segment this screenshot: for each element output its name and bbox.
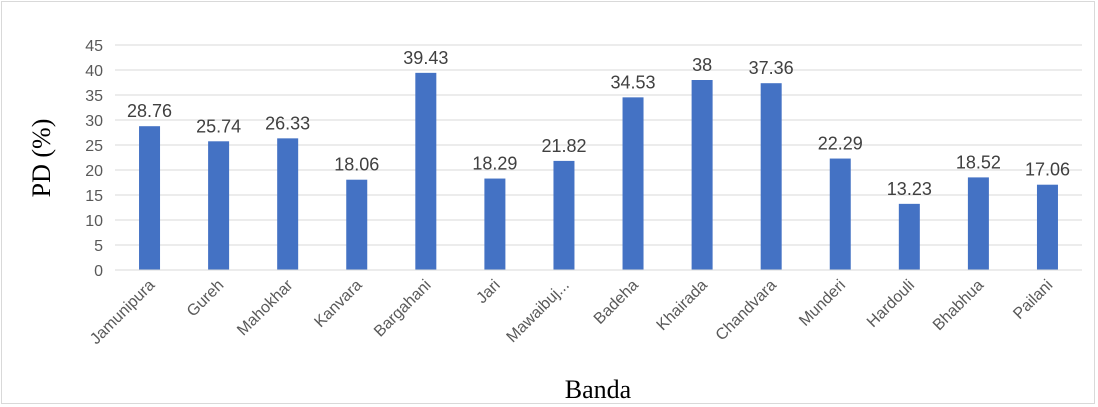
data-label: 21.82	[541, 136, 586, 156]
bar	[208, 141, 230, 270]
bar	[139, 126, 161, 270]
bar	[622, 97, 644, 270]
data-labels: 28.76 25.74 26.33 18.06 39.43 18.29 21.82 34.53…	[127, 48, 1070, 199]
bar	[898, 203, 920, 270]
category-label: Bhabhua	[930, 277, 987, 334]
category-label: Jari	[473, 277, 503, 307]
bar	[760, 83, 782, 270]
category-label: Bargahani	[371, 277, 435, 341]
bar	[484, 178, 506, 270]
category-label: Pailani	[1010, 277, 1056, 323]
data-label: 18.52	[956, 152, 1001, 172]
data-label: 34.53	[611, 72, 656, 92]
x-axis-title: Banda	[565, 375, 632, 404]
category-label: Mahokhar	[234, 276, 297, 339]
y-tick-label: 30	[85, 113, 103, 130]
bar	[277, 138, 299, 270]
category-label: Kanvara	[311, 277, 365, 331]
y-axis-title: PD (%)	[27, 119, 56, 198]
y-tick-label: 5	[94, 238, 103, 255]
data-label: 17.06	[1025, 160, 1070, 180]
data-label: 18.06	[334, 155, 379, 175]
bars	[139, 72, 1058, 270]
category-label: Jamunipura	[87, 277, 158, 348]
data-label: 38	[692, 55, 712, 75]
y-axis-ticks: 0 5 10 15 20 25 30 35 40 45	[85, 38, 103, 280]
y-tick-label: 0	[94, 263, 103, 280]
data-label: 26.33	[265, 113, 310, 133]
y-tick-label: 40	[85, 63, 103, 80]
bar	[415, 72, 437, 270]
category-label: Mawaibuj...	[504, 277, 573, 346]
category-label: Chandvara	[713, 277, 780, 344]
category-label: Hardouli	[864, 277, 918, 331]
x-axis-categories: Jamunipura Gureh Mahokhar Kanvara Bargahani J…	[87, 276, 1056, 348]
bar	[553, 160, 575, 270]
data-label: 28.76	[127, 101, 172, 121]
y-tick-label: 10	[85, 213, 103, 230]
y-tick-label: 15	[85, 188, 103, 205]
data-label: 25.74	[196, 116, 241, 136]
data-label: 39.43	[403, 48, 448, 68]
data-label: 37.36	[749, 58, 794, 78]
data-label: 18.29	[472, 154, 517, 174]
y-tick-label: 25	[85, 138, 103, 155]
data-label: 22.29	[818, 134, 863, 154]
y-tick-label: 20	[85, 163, 103, 180]
category-label: Khairada	[654, 277, 711, 334]
category-label: Gureh	[184, 277, 227, 320]
bar	[691, 80, 713, 270]
data-label: 13.23	[887, 179, 932, 199]
y-tick-label: 35	[85, 88, 103, 105]
category-label: Badeha	[591, 277, 642, 328]
bar	[967, 177, 989, 270]
bar	[1036, 184, 1058, 270]
gridlines	[115, 44, 1082, 246]
category-label: Munderi	[796, 277, 849, 330]
bar	[346, 179, 368, 270]
y-tick-label: 45	[85, 38, 103, 55]
bar	[829, 158, 851, 270]
